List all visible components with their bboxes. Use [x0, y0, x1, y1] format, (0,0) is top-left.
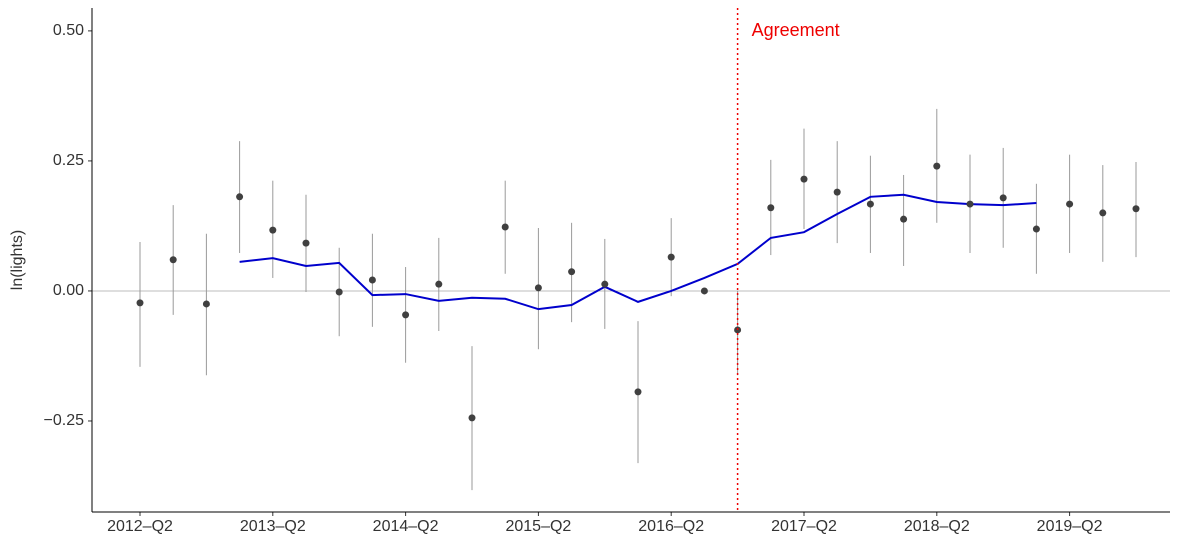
point — [236, 193, 244, 201]
point — [866, 200, 874, 208]
point — [169, 256, 177, 264]
trend-line — [239, 193, 1037, 311]
point — [302, 239, 310, 247]
point — [634, 388, 642, 396]
point — [1099, 209, 1107, 217]
x-tick-label: 2013–Q2 — [240, 518, 306, 535]
point — [601, 280, 609, 288]
point — [767, 204, 775, 212]
y-tick-label: −0.25 — [44, 412, 85, 429]
x-tick-label: 2017–Q2 — [771, 518, 837, 535]
point — [800, 175, 808, 183]
point — [501, 223, 509, 231]
point — [900, 215, 908, 223]
x-tick-label: 2014–Q2 — [373, 518, 439, 535]
point — [1066, 200, 1074, 208]
point — [534, 284, 542, 292]
point — [202, 300, 210, 308]
point — [568, 268, 576, 276]
y-tick-label: 0.00 — [53, 282, 84, 299]
point — [700, 287, 708, 295]
point — [468, 414, 476, 422]
point — [136, 299, 144, 307]
point — [435, 280, 443, 288]
y-tick-label: 0.25 — [53, 152, 84, 169]
point — [933, 162, 941, 170]
point — [999, 194, 1007, 202]
point — [667, 253, 675, 261]
point — [1132, 205, 1140, 213]
x-tick-label: 2012–Q2 — [107, 518, 173, 535]
point — [833, 188, 841, 196]
y-tick-label: 0.50 — [53, 22, 84, 39]
point — [402, 311, 410, 319]
point — [269, 226, 277, 234]
event-label: Agreement — [752, 20, 840, 40]
x-tick-label: 2015–Q2 — [505, 518, 571, 535]
point — [368, 276, 376, 284]
point — [335, 288, 343, 296]
x-tick-label: 2016–Q2 — [638, 518, 704, 535]
y-axis-label: ln(lights) — [9, 230, 26, 290]
point — [1032, 225, 1040, 233]
x-tick-label: 2018–Q2 — [904, 518, 970, 535]
x-tick-label: 2019–Q2 — [1037, 518, 1103, 535]
point — [966, 200, 974, 208]
